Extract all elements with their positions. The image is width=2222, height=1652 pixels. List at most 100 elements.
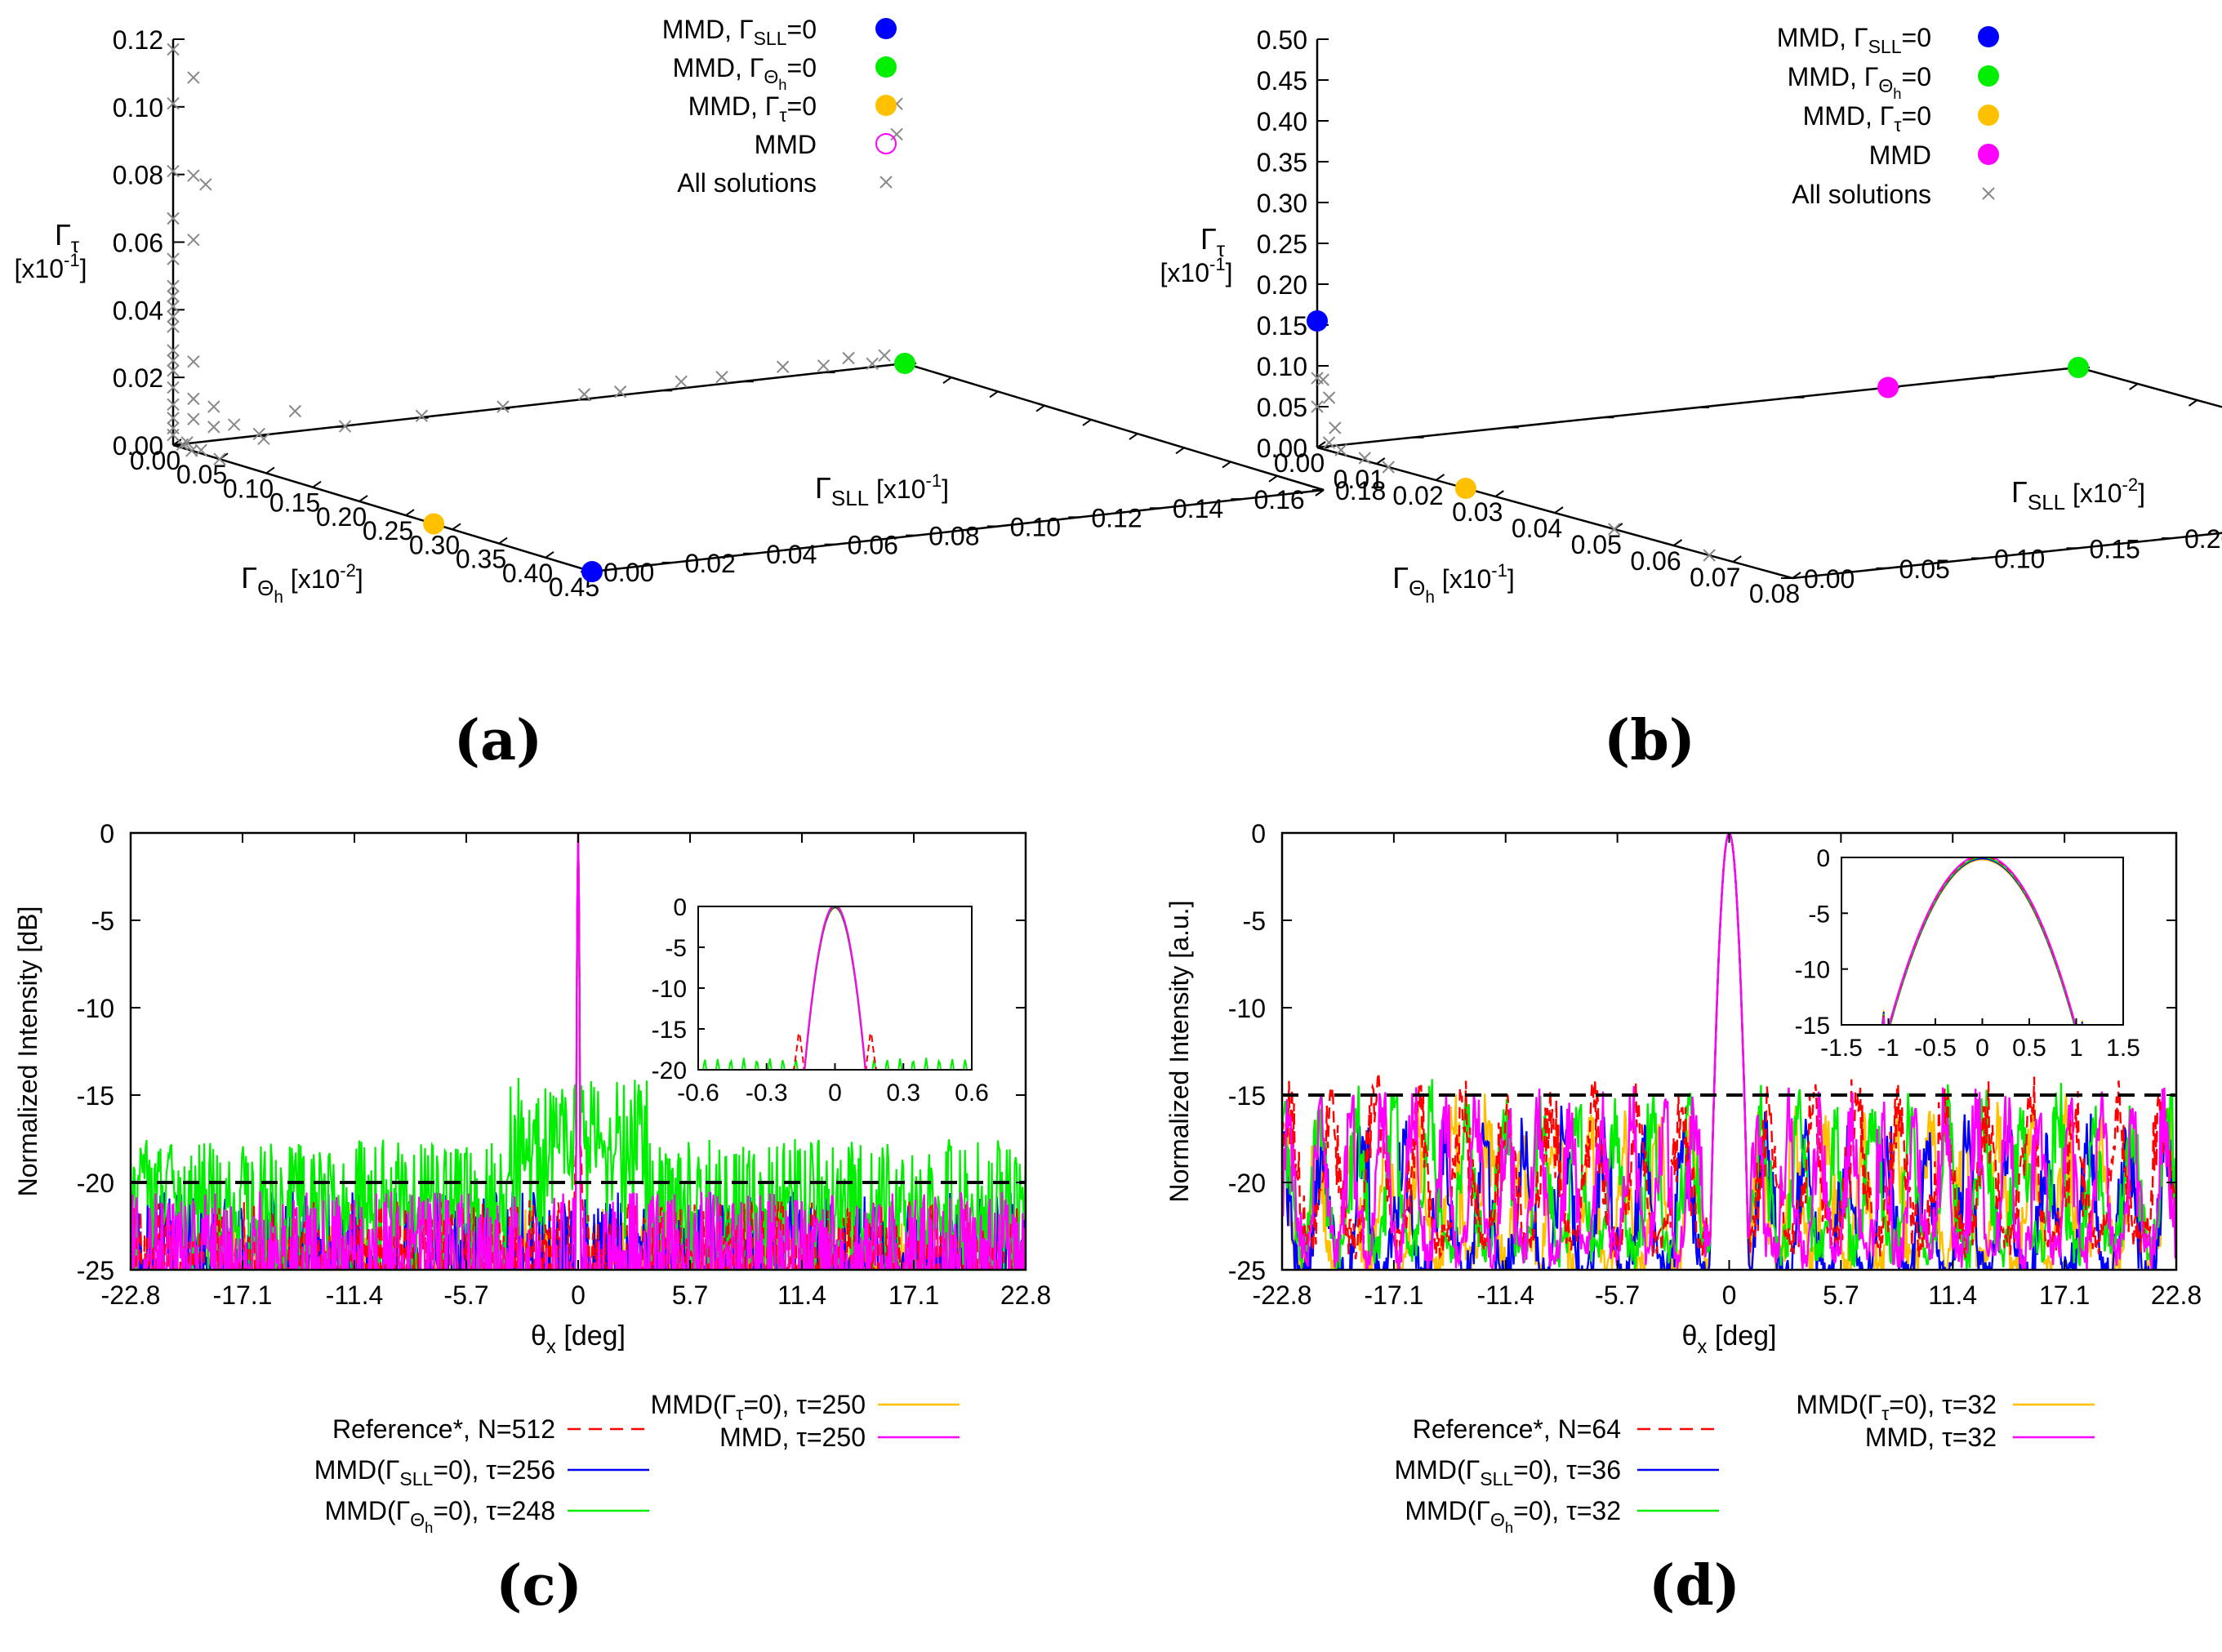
solution-cross-mark <box>167 252 180 265</box>
y-tick-label: 0.10 <box>1010 512 1061 541</box>
legend-label-reference: Reference*, N=64 <box>1413 1414 1621 1444</box>
z-axis-label: Γτ​ <box>55 218 80 257</box>
series-line-reference <box>1282 833 2176 1260</box>
inset-y-tick-label: -5 <box>1808 901 1830 928</box>
legend-marker-mmd <box>1978 144 1999 165</box>
x-tick-far <box>1129 433 1138 440</box>
z-tick-label: 0.30 <box>1257 189 1307 218</box>
inset-x-tick-label: -0.6 <box>677 1080 719 1107</box>
y-axis-label: Normalized Intensity [dB] <box>13 906 42 1197</box>
z-tick-label: 0.00 <box>1257 434 1307 463</box>
x-tick-far <box>1035 404 1045 412</box>
inset-background <box>698 906 972 1070</box>
x-tick-label: -22.8 <box>1253 1280 1312 1310</box>
x-tick-far <box>1082 419 1092 426</box>
legend-label-all: All solutions <box>1792 180 1931 209</box>
inset-x-tick-label: 0 <box>1975 1035 1989 1062</box>
z-tick-label: 0.15 <box>1257 311 1307 341</box>
inset-y-tick-label: -10 <box>1795 957 1830 984</box>
legend-label-mmd: MMD <box>1869 140 1931 170</box>
x-tick-label: 0.35 <box>456 545 506 574</box>
series-line-mmd <box>131 833 1026 1270</box>
z-tick-label: 0.50 <box>1257 25 1307 55</box>
y-tick-label: 0.00 <box>603 558 654 587</box>
solution-cross-mark <box>187 412 200 425</box>
line-panel-c: -22.8 -17.1 -11.4 -5.7 0 5.7 11.4 17.1 22.8 0 -5 -1… <box>13 819 1051 1619</box>
legend-label-all: All solutions <box>677 168 817 198</box>
y-tick-label: 0.20 <box>2184 524 2222 554</box>
x-tick <box>498 537 508 545</box>
inset-y-tick-label: -20 <box>652 1058 687 1084</box>
solution-cross-mark <box>194 443 207 456</box>
y-tick-label: -15 <box>77 1081 114 1111</box>
x-tick-label: 0.15 <box>269 488 320 518</box>
x-tick-label: 0.03 <box>1452 497 1503 527</box>
x-tick <box>1554 506 1564 514</box>
x-tick-label: -11.4 <box>326 1280 384 1310</box>
solution-cross-mark <box>167 398 180 412</box>
x-tick-label: 11.4 <box>777 1280 826 1310</box>
point-theta <box>894 353 915 374</box>
x-tick-label: -17.1 <box>213 1280 273 1310</box>
x-tick-far <box>942 376 952 385</box>
y-tick-label: 0.00 <box>1804 564 1855 594</box>
y-tick-label: 0.04 <box>766 540 817 569</box>
legend-label-sll: MMD, ΓSLL​=0 <box>1777 23 1931 57</box>
legend-marker-theta <box>875 56 897 78</box>
z-axis-unit: [x10-1] <box>1160 254 1233 287</box>
scatter-panel-a: 0.000.050.100.150.200.250.300.350.400.45… <box>15 15 1387 773</box>
z-tick-label: 0.35 <box>1257 148 1307 177</box>
solution-cross-mark <box>227 418 241 431</box>
y-tick-label: 0.08 <box>928 522 979 551</box>
x-axis-label: ΓΘh​ [x10-1] <box>1392 560 1514 607</box>
x-tick <box>358 495 368 502</box>
x-tick <box>265 466 275 474</box>
z-tick-label: 0.00 <box>113 431 163 461</box>
z-tick-label: 0.25 <box>1257 229 1307 259</box>
point-tau <box>1454 478 1476 499</box>
legend-marker-theta <box>1978 65 1999 87</box>
x-tick <box>1376 457 1386 465</box>
z-tick-label: 0.10 <box>1257 352 1307 381</box>
x-tick <box>405 509 415 516</box>
solution-cross-mark <box>1329 421 1342 434</box>
inset-x-tick-label: -1 <box>1877 1035 1899 1062</box>
x-tick <box>172 439 182 446</box>
y-tick-label: 0.14 <box>1173 494 1223 523</box>
x-tick <box>1435 474 1445 481</box>
inset-x-tick-label: 0 <box>828 1080 842 1107</box>
solution-cross-mark <box>167 381 180 394</box>
x-tick <box>1494 490 1504 497</box>
inset-y-tick-label: -15 <box>1795 1013 1830 1040</box>
y-tick-label: 0.02 <box>685 549 736 578</box>
solution-cross-mark <box>338 420 352 433</box>
solution-cross-mark <box>187 392 200 406</box>
scatter-panel-b: 0.000.010.020.030.040.050.060.070.08 0.00… <box>1160 23 2222 773</box>
solution-cross-mark <box>167 320 180 333</box>
solution-cross-mark <box>715 371 728 384</box>
inset-x-tick-label: 0.5 <box>2012 1035 2046 1062</box>
solution-cross-mark <box>866 357 879 371</box>
x-tick-label: -11.4 <box>1476 1280 1534 1310</box>
solution-cross-mark <box>167 344 180 357</box>
inset-y-tick-label: -10 <box>652 976 687 1003</box>
solution-cross-mark <box>167 364 180 377</box>
solution-cross-mark <box>890 127 903 141</box>
x-tick <box>1732 555 1742 563</box>
x-tick <box>312 480 322 488</box>
solution-cross-mark <box>878 349 891 363</box>
point-theta <box>2068 357 2089 378</box>
y-axis-label: ΓSLL​ [x10-2] <box>2011 474 2145 514</box>
legend-label-theta: MMD(ΓΘh​=0), τ=32 <box>1405 1496 1621 1536</box>
x-tick-label: 17.1 <box>888 1280 939 1310</box>
x-tick-far <box>1175 447 1185 455</box>
solution-cross-mark <box>1334 443 1347 456</box>
solution-cross-mark <box>496 400 510 413</box>
legend-label-sll: MMD(ΓSLL​=0), τ=36 <box>1395 1455 1621 1489</box>
x-tick-label: 5.7 <box>672 1280 708 1310</box>
x-tick-label: 0.08 <box>1749 579 1800 608</box>
inset-y-tick-label: 0 <box>1816 845 1830 872</box>
x-tick-label: 0 <box>1722 1280 1737 1310</box>
y-tick-label: -15 <box>1228 1081 1266 1111</box>
inset-x-tick-label: -0.3 <box>746 1080 788 1107</box>
